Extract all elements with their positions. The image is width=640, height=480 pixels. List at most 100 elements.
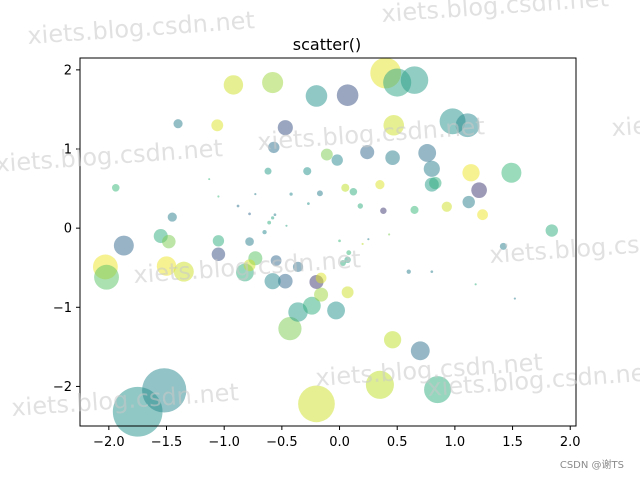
scatter-point	[471, 182, 487, 198]
scatter-point	[316, 190, 323, 197]
scatter-point	[400, 66, 429, 94]
x-axis-ticks: −2.0 −1.5 −1.0 −0.5 0.0 0.5 1.0 1.5 2.0	[93, 426, 581, 450]
scatter-point	[477, 209, 488, 221]
scatter-point	[292, 261, 304, 273]
scatter-point	[212, 235, 225, 247]
scatter-point	[338, 239, 341, 243]
watermark-text: xie	[610, 112, 640, 142]
scatter-point	[406, 269, 411, 274]
scatter-point	[162, 234, 176, 249]
scatter-point	[217, 195, 220, 198]
scatter-point	[303, 167, 312, 176]
scatter-point	[410, 205, 419, 214]
scatter-point	[341, 286, 354, 299]
y-tick-label: 1	[64, 143, 72, 158]
scatter-point	[236, 204, 240, 208]
plot-frame	[79, 57, 577, 427]
scatter-point	[245, 237, 254, 246]
y-axis-ticks: −2 −1 0 1 2	[53, 63, 80, 395]
x-tick-label: 0.5	[387, 435, 408, 450]
scatter-point	[278, 273, 293, 289]
scatter-point	[111, 184, 120, 192]
scatter-point	[349, 187, 358, 196]
scatter-point	[223, 75, 244, 95]
scatter-point	[513, 297, 516, 300]
scatter-point	[298, 385, 335, 423]
scatter-point	[270, 255, 282, 266]
scatter-point	[367, 238, 370, 241]
scatter-point	[344, 256, 351, 264]
scatter-point	[383, 115, 405, 136]
scatter-point	[340, 260, 346, 266]
scatter-point	[499, 242, 507, 250]
scatter-point	[264, 167, 272, 175]
scatter-point	[429, 176, 442, 190]
scatter-point	[545, 224, 558, 237]
scatter-point	[271, 216, 275, 220]
scatter-point	[273, 213, 277, 217]
scatter-point	[113, 235, 134, 256]
scatter-point	[173, 261, 194, 282]
scatter-point	[254, 193, 257, 196]
y-tick-label: −2	[53, 380, 72, 395]
scatter-point	[305, 85, 328, 107]
scatter-point	[248, 212, 251, 216]
scatter-point	[375, 180, 385, 190]
scatter-point	[320, 148, 333, 161]
scatter-point	[243, 259, 256, 272]
scatter-point	[336, 84, 359, 106]
scatter-point	[211, 247, 226, 262]
scatter-point	[361, 242, 364, 246]
scatter-point	[142, 368, 187, 413]
scatter-point	[262, 229, 267, 235]
x-tick-label: 2.0	[560, 435, 581, 450]
scatter-point	[418, 144, 437, 162]
scatter-point	[357, 203, 363, 209]
scatter-point	[211, 119, 224, 132]
scatter-point	[501, 162, 522, 183]
scatter-point	[474, 283, 477, 286]
scatter-point	[208, 178, 211, 181]
scatter-point	[424, 376, 452, 404]
credit-label: CSDN @谢TS	[560, 458, 624, 471]
scatter-point	[462, 164, 480, 182]
scatter-point	[327, 301, 345, 320]
scatter-point	[360, 145, 375, 160]
scatter-point	[380, 207, 387, 214]
scatter-point	[455, 113, 480, 138]
scatter-point	[315, 272, 327, 284]
scatter-point	[289, 192, 293, 196]
y-tick-label: 0	[64, 222, 72, 237]
scatter-point	[278, 317, 302, 341]
scatter-point	[268, 141, 280, 154]
x-tick-label: 0.0	[329, 435, 350, 450]
scatter-point	[262, 72, 284, 94]
scatter-point	[314, 287, 329, 302]
scatter-point	[410, 341, 430, 361]
x-tick-label: −1.5	[151, 435, 183, 450]
scatter-point	[430, 270, 434, 274]
scatter-point	[307, 202, 310, 205]
x-tick-label: 1.5	[502, 435, 523, 450]
x-tick-label: −1.0	[208, 435, 240, 450]
scatter-point	[264, 273, 281, 290]
x-tick-label: −0.5	[266, 435, 298, 450]
scatter-point	[285, 224, 288, 227]
scatter-point	[331, 154, 343, 166]
scatter-point	[341, 183, 350, 192]
scatter-point	[441, 201, 452, 212]
chart-title: scatter()	[293, 35, 361, 54]
x-tick-label: −2.0	[93, 435, 125, 450]
y-tick-label: 2	[64, 63, 72, 78]
scatter-point	[277, 120, 293, 136]
scatter-point	[423, 160, 440, 177]
scatter-point	[288, 302, 308, 322]
x-tick-label: 1.0	[445, 435, 466, 450]
scatter-point	[302, 296, 321, 315]
scatter-point	[346, 250, 352, 256]
scatter-point	[156, 256, 177, 276]
watermark-text: et	[538, 0, 564, 6]
scatter-point	[267, 220, 272, 225]
scatter-point	[94, 264, 119, 290]
